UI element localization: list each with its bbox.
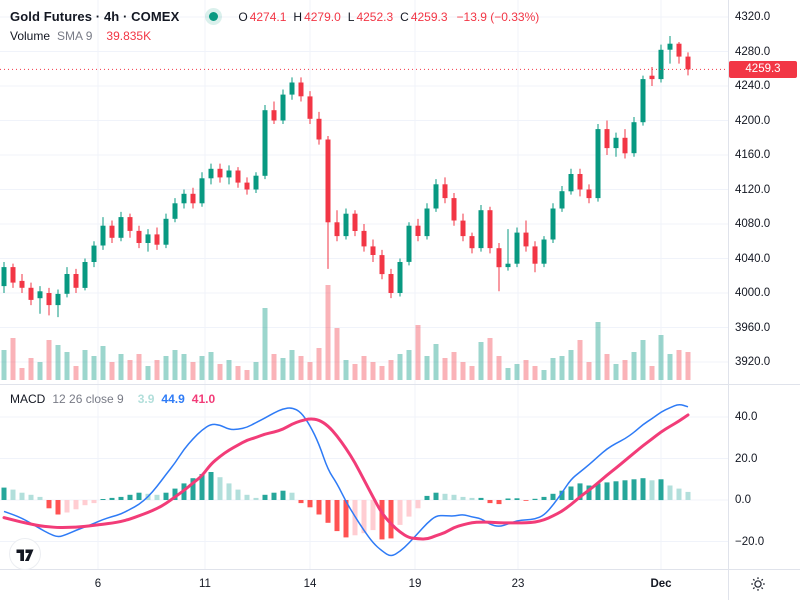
price-axis-label: 4280.0 <box>735 45 771 58</box>
high-value: 4279.0 <box>304 9 341 24</box>
macd-indicator-label: MACD <box>10 392 46 406</box>
time-axis-label: Dec <box>650 578 672 590</box>
price-axis-label: 4160.0 <box>735 149 771 161</box>
price-axis-label: 4320.0 <box>735 11 771 23</box>
high-label: H <box>293 9 303 24</box>
market-status-dot[interactable] <box>209 12 219 21</box>
time-axis-label: 11 <box>199 578 211 590</box>
symbol-title[interactable]: Gold Futures · 4h · COMEX <box>10 9 180 24</box>
volume-legend-row[interactable]: Volume SMA 9 39.835K <box>10 29 151 43</box>
close-label: C <box>400 9 409 24</box>
symbol-legend-row: Gold Futures · 4h · COMEX O 4274.1 H 4279.… <box>10 9 539 24</box>
settings-gear-icon[interactable] <box>749 575 767 598</box>
price-axis-label: 4240.0 <box>735 80 771 92</box>
macd-legend-row[interactable]: MACD 12 26 close 9 3.9 44.9 41.0 <box>10 392 215 406</box>
open-label: O <box>238 9 248 24</box>
price-axis-label: 4080.0 <box>735 218 771 230</box>
macd-axis-label: −20.0 <box>735 535 765 548</box>
low-value: 4252.3 <box>356 9 394 24</box>
macd-axis-label: 0.0 <box>735 494 751 506</box>
open-value: 4274.1 <box>249 9 287 24</box>
change-value: −13.9 (−0.33%) <box>456 9 540 24</box>
macd-axis-label: 20.0 <box>735 452 758 465</box>
volume-sma-label: SMA 9 <box>57 29 93 43</box>
macd-line-value: 44.9 <box>161 392 185 406</box>
macd-hist-value: 3.9 <box>137 392 155 406</box>
price-axis-label: 4040.0 <box>735 252 771 265</box>
macd-signal-value: 41.0 <box>191 392 216 406</box>
macd-params: 12 26 close 9 <box>52 392 124 406</box>
volume-indicator-label: Volume <box>10 29 51 43</box>
last-price-badge: 4259.3 <box>729 61 797 78</box>
price-axis-label: 4200.0 <box>735 114 771 127</box>
price-axis-label: 4000.0 <box>735 287 771 299</box>
time-axis-label: 19 <box>408 578 422 590</box>
time-axis-label: 14 <box>303 578 317 590</box>
price-axis-label: 3920.0 <box>735 356 771 368</box>
price-axis-label: 4120.0 <box>735 183 771 196</box>
price-axis-label: 3960.0 <box>735 321 771 334</box>
macd-axis-label: 40.0 <box>735 411 758 423</box>
time-axis-label: 6 <box>94 578 102 590</box>
time-axis-label: 23 <box>511 578 525 590</box>
low-label: L <box>347 9 355 24</box>
volume-value: 39.835K <box>106 29 152 43</box>
close-value: 4259.3 <box>410 9 448 24</box>
tradingview-logo <box>8 537 42 576</box>
